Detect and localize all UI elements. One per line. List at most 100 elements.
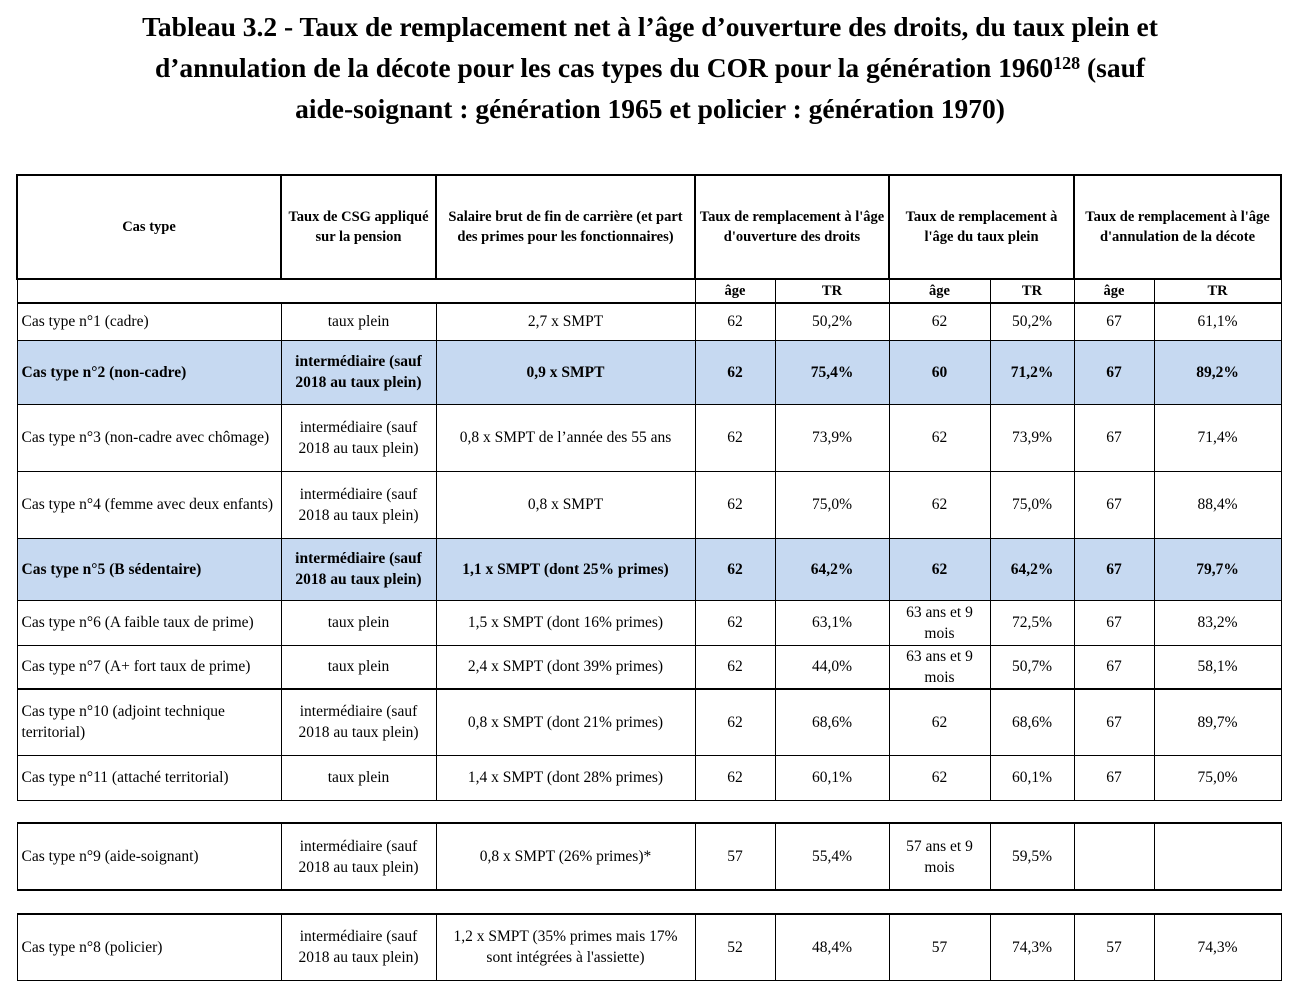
cell-salaire: 0,8 x SMPT de l’année des 55 ans — [435, 403, 696, 472]
cell-age3: 67 — [1073, 599, 1155, 646]
cell-tr1: 60,1% — [774, 754, 890, 801]
subheader-tr-1: TR — [774, 278, 890, 304]
cell-tr1: 73,9% — [774, 403, 890, 472]
cell-age1: 62 — [694, 470, 776, 539]
table-row: Cas type n°10 (adjoint technique territo… — [16, 688, 1282, 756]
cell-age3: 67 — [1073, 754, 1155, 801]
cell-tr1: 44,0% — [774, 644, 890, 690]
cell-tr1: 55,4% — [774, 822, 890, 891]
cell-csg: intermédiaire (sauf 2018 au taux plein) — [280, 822, 437, 891]
title-line-2b: (sauf — [1080, 52, 1146, 83]
cell-age3: 67 — [1073, 339, 1155, 405]
cell-csg: intermédiaire (sauf 2018 au taux plein) — [280, 470, 437, 539]
title-line-1: Tableau 3.2 - Taux de remplacement net à… — [142, 11, 1158, 42]
cell-age2: 63 ans et 9 mois — [888, 644, 991, 690]
header-tr-taux-plein: Taux de remplacement à l'âge du taux ple… — [887, 174, 1076, 280]
separator-row — [17, 889, 1282, 915]
cell-tr3: 58,1% — [1153, 644, 1282, 690]
cell-age2: 62 — [888, 754, 991, 801]
cell-age3: 67 — [1073, 403, 1155, 472]
subheader-age-1: âge — [694, 278, 776, 304]
title-line-2a: d’annulation de la décote pour les cas t… — [154, 52, 1054, 83]
cell-age2: 57 ans et 9 mois — [888, 822, 991, 891]
table-title: Tableau 3.2 - Taux de remplacement net à… — [20, 6, 1280, 129]
cell-tr2: 50,2% — [989, 302, 1075, 341]
subheader-blank — [16, 278, 696, 304]
cell-cas: Cas type n°3 (non-cadre avec chômage) — [16, 403, 282, 472]
cell-salaire: 0,9 x SMPT — [435, 339, 696, 405]
separator-cell — [17, 889, 1282, 915]
cell-age1: 62 — [694, 688, 776, 756]
cell-csg: intermédiaire (sauf 2018 au taux plein) — [280, 339, 437, 405]
cell-tr3: 79,7% — [1153, 537, 1282, 601]
header-csg: Taux de CSG appliqué sur la pension — [280, 174, 437, 280]
cell-tr1: 68,6% — [774, 688, 890, 756]
cell-tr3: 71,4% — [1153, 403, 1282, 472]
cell-age3: 67 — [1073, 537, 1155, 601]
cell-tr2: 75,0% — [989, 470, 1075, 539]
cell-salaire: 1,1 x SMPT (dont 25% primes) — [435, 537, 696, 601]
subheader-tr-3: TR — [1153, 278, 1282, 304]
cell-tr3: 89,2% — [1153, 339, 1282, 405]
cell-tr3: 83,2% — [1153, 599, 1282, 646]
cell-age2: 57 — [888, 913, 991, 981]
subheader-tr-2: TR — [989, 278, 1075, 304]
table-row: Cas type n°11 (attaché territorial) taux… — [16, 754, 1282, 801]
cell-csg: taux plein — [280, 302, 437, 341]
cell-age2: 62 — [888, 470, 991, 539]
cell-tr3: 61,1% — [1153, 302, 1282, 341]
header-cas-type: Cas type — [16, 174, 282, 280]
cell-csg: taux plein — [280, 599, 437, 646]
cell-cas: Cas type n°7 (A+ fort taux de prime) — [16, 644, 282, 690]
table-row-highlighted: Cas type n°5 (B sédentaire) intermédiair… — [16, 537, 1282, 601]
table-row: Cas type n°4 (femme avec deux enfants) i… — [16, 470, 1282, 539]
cell-salaire: 0,8 x SMPT (dont 21% primes) — [435, 688, 696, 756]
cell-age1: 62 — [694, 644, 776, 690]
cell-tr1: 50,2% — [774, 302, 890, 341]
table-row: Cas type n°1 (cadre) taux plein 2,7 x SM… — [16, 302, 1282, 341]
cell-cas: Cas type n°9 (aide-soignant) — [16, 822, 282, 891]
cell-tr3: 88,4% — [1153, 470, 1282, 539]
cell-tr2: 59,5% — [989, 822, 1075, 891]
header-tr-ouverture: Taux de remplacement à l'âge d'ouverture… — [694, 174, 890, 280]
cell-tr1: 75,0% — [774, 470, 890, 539]
cell-salaire: 2,7 x SMPT — [435, 302, 696, 341]
cell-age2: 62 — [888, 403, 991, 472]
cell-age1: 62 — [694, 339, 776, 405]
cell-age1: 62 — [694, 302, 776, 341]
cell-age3: 67 — [1073, 688, 1155, 756]
cell-age2: 62 — [888, 302, 991, 341]
cell-salaire: 0,8 x SMPT (26% primes)* — [435, 822, 696, 891]
cell-tr2: 71,2% — [989, 339, 1075, 405]
subheader-row: âge TR âge TR âge TR — [16, 278, 1282, 304]
cell-salaire: 2,4 x SMPT (dont 39% primes) — [435, 644, 696, 690]
cell-tr2: 60,1% — [989, 754, 1075, 801]
header-tr-annulation: Taux de remplacement à l'âge d'annulatio… — [1073, 174, 1283, 280]
cell-csg: intermédiaire (sauf 2018 au taux plein) — [280, 403, 437, 472]
cell-salaire: 1,5 x SMPT (dont 16% primes) — [435, 599, 696, 646]
cell-tr3: 89,7% — [1153, 688, 1282, 756]
cell-tr1: 75,4% — [774, 339, 890, 405]
table-row: Cas type n°7 (A+ fort taux de prime) tau… — [16, 644, 1282, 690]
cell-age3: 67 — [1073, 302, 1155, 341]
cell-salaire: 1,4 x SMPT (dont 28% primes) — [435, 754, 696, 801]
cell-csg: intermédiaire (sauf 2018 au taux plein) — [280, 537, 437, 601]
table-row: Cas type n°9 (aide-soignant) intermédiai… — [16, 822, 1282, 891]
cell-age3: 67 — [1073, 470, 1155, 539]
cell-salaire: 1,2 x SMPT (35% primes mais 17% sont int… — [435, 913, 696, 981]
cell-age1: 62 — [694, 537, 776, 601]
subheader-age-3: âge — [1073, 278, 1155, 304]
subheader-age-2: âge — [888, 278, 991, 304]
cell-csg: intermédiaire (sauf 2018 au taux plein) — [280, 688, 437, 756]
cell-age2: 60 — [888, 339, 991, 405]
cell-age1: 62 — [694, 403, 776, 472]
cell-age1: 57 — [694, 822, 776, 891]
cell-age1: 62 — [694, 599, 776, 646]
separator-row — [17, 799, 1282, 824]
cell-tr1: 63,1% — [774, 599, 890, 646]
cell-cas: Cas type n°6 (A faible taux de prime) — [16, 599, 282, 646]
cell-tr2: 72,5% — [989, 599, 1075, 646]
cell-tr2: 68,6% — [989, 688, 1075, 756]
cell-age3: 57 — [1073, 913, 1155, 981]
replacement-rate-table: Cas type Taux de CSG appliqué sur la pen… — [16, 174, 1283, 981]
